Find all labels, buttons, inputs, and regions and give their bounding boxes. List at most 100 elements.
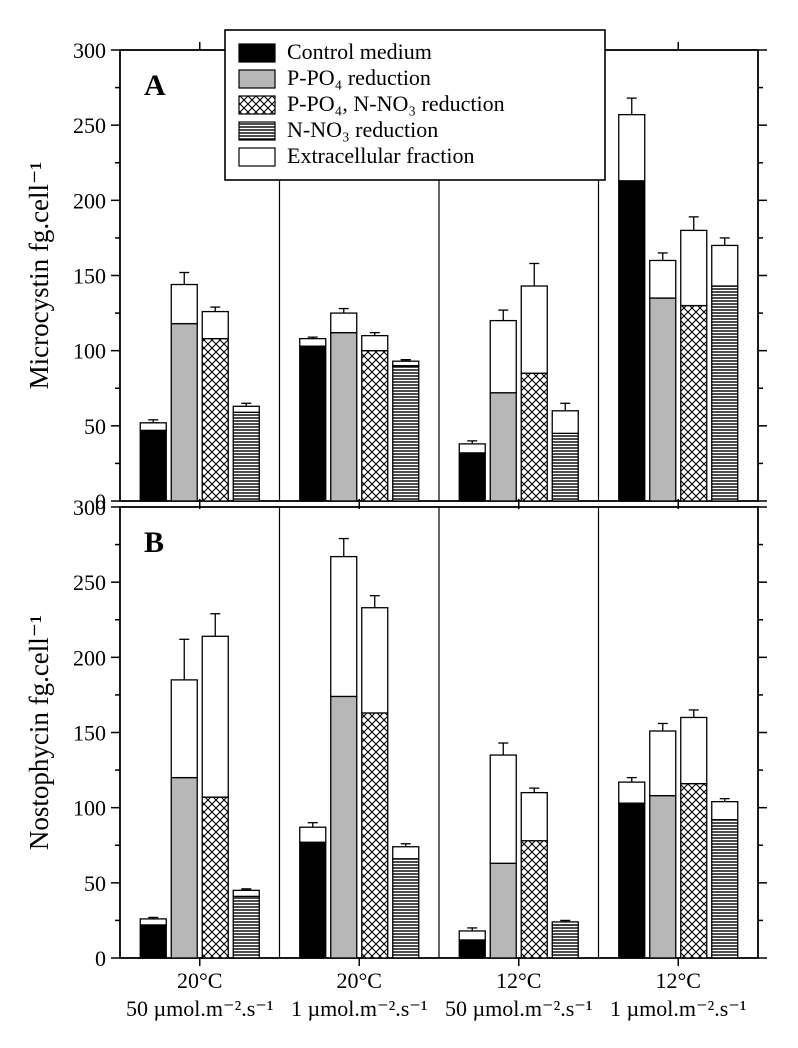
bar-pn bbox=[681, 306, 707, 501]
bar-extra bbox=[171, 680, 197, 778]
legend-label: P-PO₄, N-NO₃ reduction bbox=[287, 91, 505, 116]
bar-extra bbox=[393, 361, 419, 366]
bar-extra bbox=[202, 636, 228, 797]
bar-nno3 bbox=[393, 366, 419, 501]
bar-extra bbox=[459, 444, 485, 453]
bar-extra bbox=[619, 115, 645, 181]
bar-extra bbox=[490, 321, 516, 393]
bar-ppo4 bbox=[171, 324, 197, 501]
bar-ppo4 bbox=[331, 696, 357, 958]
bar-nno3 bbox=[393, 859, 419, 958]
bar-extra bbox=[650, 260, 676, 298]
bar-nno3 bbox=[552, 925, 578, 958]
y-tick-label: 50 bbox=[84, 871, 106, 896]
bar-nno3 bbox=[233, 412, 259, 501]
y-tick-label: 300 bbox=[73, 38, 106, 63]
bar-control bbox=[300, 842, 326, 958]
y-axis-label: Microcystin fg.cell⁻¹ bbox=[24, 162, 54, 390]
y-tick-label: 250 bbox=[73, 113, 106, 138]
y-tick-label: 150 bbox=[73, 721, 106, 746]
bar-extra bbox=[393, 847, 419, 859]
y-axis-label: Nostophycin fg.cell⁻¹ bbox=[24, 615, 54, 850]
bar-extra bbox=[521, 286, 547, 373]
x-group-label-top: 12°C bbox=[496, 968, 541, 993]
bar-extra bbox=[202, 312, 228, 339]
bar-ppo4 bbox=[650, 298, 676, 501]
bar-ppo4 bbox=[331, 333, 357, 501]
y-tick-label: 200 bbox=[73, 188, 106, 213]
legend-swatch bbox=[239, 148, 275, 166]
bar-extra bbox=[650, 731, 676, 796]
bar-extra bbox=[619, 782, 645, 803]
legend-label: N-NO₃ reduction bbox=[287, 117, 438, 142]
x-group-label-bottom: 50 µmol.m⁻².s⁻¹ bbox=[126, 996, 274, 1021]
bar-ppo4 bbox=[171, 778, 197, 958]
legend-label: Extracellular fraction bbox=[287, 143, 475, 168]
bar-extra bbox=[362, 608, 388, 713]
bar-pn bbox=[362, 351, 388, 501]
bar-extra bbox=[140, 423, 166, 431]
bar-control bbox=[619, 181, 645, 501]
bar-extra bbox=[521, 793, 547, 841]
bar-extra bbox=[712, 802, 738, 820]
bar-ppo4 bbox=[650, 796, 676, 958]
bar-pn bbox=[681, 784, 707, 958]
bar-extra bbox=[331, 313, 357, 333]
bar-extra bbox=[140, 919, 166, 925]
x-group-label-top: 20°C bbox=[337, 968, 382, 993]
y-tick-label: 200 bbox=[73, 645, 106, 670]
bar-pn bbox=[521, 373, 547, 501]
legend-swatch bbox=[239, 122, 275, 140]
bar-control bbox=[459, 453, 485, 501]
legend-swatch bbox=[239, 70, 275, 88]
y-tick-label: 150 bbox=[73, 264, 106, 289]
panel-label: A bbox=[144, 69, 166, 102]
chart-svg: 0 50 100 150 200 250 300 Microcystin fg.cell⁻¹ A… bbox=[0, 0, 798, 1048]
bar-ppo4 bbox=[490, 393, 516, 501]
bar-pn bbox=[202, 339, 228, 501]
bar-extra bbox=[552, 922, 578, 925]
bar-extra bbox=[712, 245, 738, 286]
bar-extra bbox=[331, 557, 357, 697]
bar-nno3 bbox=[552, 433, 578, 501]
x-group-label-bottom: 1 µmol.m⁻².s⁻¹ bbox=[291, 996, 428, 1021]
legend-label: Control medium bbox=[287, 39, 432, 64]
bar-nno3 bbox=[712, 286, 738, 501]
bar-nno3 bbox=[712, 820, 738, 958]
panel-label: B bbox=[144, 526, 164, 559]
y-tick-label: 0 bbox=[95, 946, 106, 971]
y-tick-label: 300 bbox=[73, 495, 106, 520]
bar-control bbox=[619, 803, 645, 958]
bar-extra bbox=[681, 230, 707, 305]
bar-extra bbox=[233, 890, 259, 896]
bar-control bbox=[140, 430, 166, 501]
y-tick-label: 250 bbox=[73, 570, 106, 595]
bar-extra bbox=[362, 336, 388, 351]
bar-nno3 bbox=[233, 896, 259, 958]
bar-pn bbox=[521, 841, 547, 958]
y-tick-label: 50 bbox=[84, 414, 106, 439]
bar-extra bbox=[681, 717, 707, 783]
legend-swatch bbox=[239, 96, 275, 114]
bar-extra bbox=[300, 339, 326, 347]
bar-extra bbox=[171, 285, 197, 324]
bar-control bbox=[140, 925, 166, 958]
x-group-label-bottom: 1 µmol.m⁻².s⁻¹ bbox=[610, 996, 747, 1021]
bar-extra bbox=[300, 827, 326, 842]
bar-extra bbox=[233, 406, 259, 412]
x-group-label-top: 12°C bbox=[656, 968, 701, 993]
y-tick-label: 100 bbox=[73, 796, 106, 821]
bar-extra bbox=[552, 411, 578, 434]
legend-swatch bbox=[239, 44, 275, 62]
bar-pn bbox=[362, 713, 388, 958]
bar-extra bbox=[459, 931, 485, 940]
bar-pn bbox=[202, 797, 228, 958]
bar-ppo4 bbox=[490, 863, 516, 958]
legend: Control mediumP-PO₄ reductionP-PO₄, N-NO… bbox=[225, 30, 605, 180]
bar-control bbox=[300, 346, 326, 501]
bar-control bbox=[459, 940, 485, 958]
y-tick-label: 100 bbox=[73, 339, 106, 364]
x-group-label-top: 20°C bbox=[177, 968, 222, 993]
bar-extra bbox=[490, 755, 516, 863]
x-group-label-bottom: 50 µmol.m⁻².s⁻¹ bbox=[445, 996, 593, 1021]
